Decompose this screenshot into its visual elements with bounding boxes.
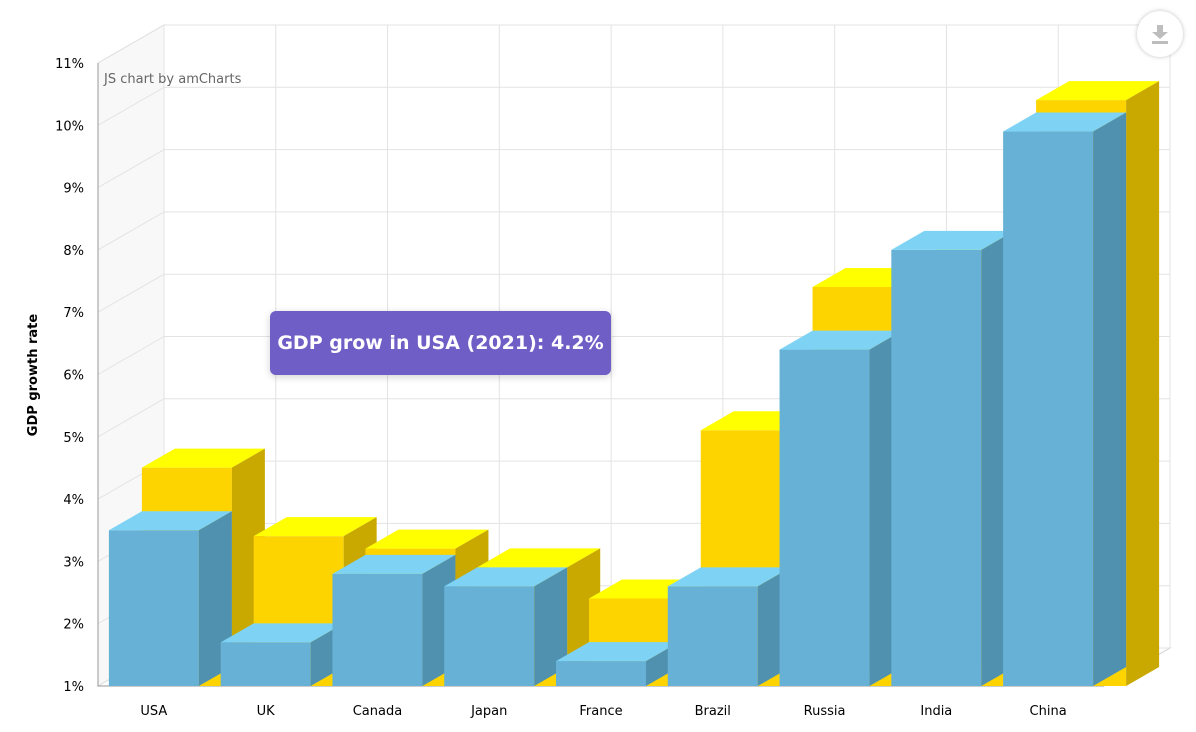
bar-blue (332, 554, 456, 686)
bar-blue-front (444, 586, 535, 686)
y-tick-label: 9% (63, 182, 84, 197)
y-tick-label: 4% (63, 493, 84, 508)
y-tick-label: 10% (55, 119, 84, 134)
y-tick-label: 5% (63, 431, 84, 446)
bar-yellow-top (141, 448, 265, 468)
x-tick-label: Brazil (695, 704, 731, 719)
x-tick-label: Russia (804, 704, 846, 719)
x-tick-label: India (920, 704, 952, 719)
gridline-wall (97, 211, 165, 251)
x-tick-label: UK (257, 704, 276, 719)
bar-blue (220, 623, 344, 686)
bar-blue-side (1093, 112, 1127, 686)
gridline-wall (97, 24, 165, 64)
x-axis-labels: USA UK Canada Japan France Brazil Russia India C… (140, 704, 1066, 719)
export-button[interactable] (1137, 11, 1183, 57)
bar-yellow-top (365, 529, 489, 549)
gridline-wall (97, 398, 165, 438)
gridline-wall (97, 86, 165, 126)
x-tick-label: France (579, 704, 622, 719)
y-axis-title: GDP growth rate (26, 314, 41, 437)
bar-blue-top (220, 623, 344, 643)
bar-blue-side (534, 567, 568, 686)
bar-yellow-top (253, 517, 377, 537)
y-axis-ticks: 1% 2% 3% 4% 5% 6% 7% 8% 9% 10% 11% (55, 57, 84, 695)
bar-blue-top (891, 230, 1015, 250)
bar-blue-front (779, 349, 870, 686)
download-icon (1152, 25, 1168, 44)
bar-blue-top (444, 567, 568, 587)
bar-blue-top (779, 330, 903, 350)
bar-blue-top (1003, 112, 1127, 132)
x-tick-label: China (1030, 704, 1067, 719)
gridline-wall (97, 336, 165, 375)
chart-credit[interactable]: JS chart by amCharts (103, 72, 242, 87)
tooltip: GDP grow in USA (2021): 4.2% (270, 311, 611, 375)
bar-yellow-top (477, 548, 601, 568)
bar-blue-top (556, 642, 679, 662)
tooltip-text: GDP grow in USA (2021): 4.2% (277, 332, 604, 354)
bar-blue (444, 567, 568, 686)
bars (108, 81, 1160, 686)
bar-blue-front (108, 530, 199, 686)
gridline-wall (97, 273, 165, 313)
x-tick-label: Canada (353, 704, 402, 719)
bar-blue-front (220, 642, 311, 686)
bar-blue-front (667, 586, 758, 686)
bar-blue (1003, 112, 1127, 686)
bar-blue-front (332, 573, 423, 686)
bar-yellow-top (1036, 81, 1160, 101)
bar-blue-top (667, 567, 791, 587)
bar-blue-top (332, 554, 456, 574)
y-tick-label: 7% (63, 306, 84, 321)
bar-yellow-side (1126, 81, 1160, 686)
y-tick-label: 11% (55, 57, 84, 72)
bar-blue-front (1003, 131, 1094, 686)
bar-blue-top (108, 511, 232, 531)
bar-blue (108, 511, 232, 686)
y-tick-label: 8% (63, 244, 84, 259)
bar-blue (779, 330, 903, 686)
bar-blue-front (556, 661, 646, 686)
bar-blue-front (891, 249, 982, 686)
bar-blue (667, 567, 791, 686)
y-tick-label: 3% (63, 555, 84, 570)
y-tick-label: 2% (63, 618, 84, 633)
gridline-wall (97, 149, 165, 189)
bar-blue (891, 230, 1015, 686)
y-tick-label: 1% (63, 680, 84, 695)
x-tick-label: Japan (470, 704, 507, 719)
y-tick-label: 6% (63, 369, 84, 384)
x-tick-label: USA (140, 704, 167, 719)
